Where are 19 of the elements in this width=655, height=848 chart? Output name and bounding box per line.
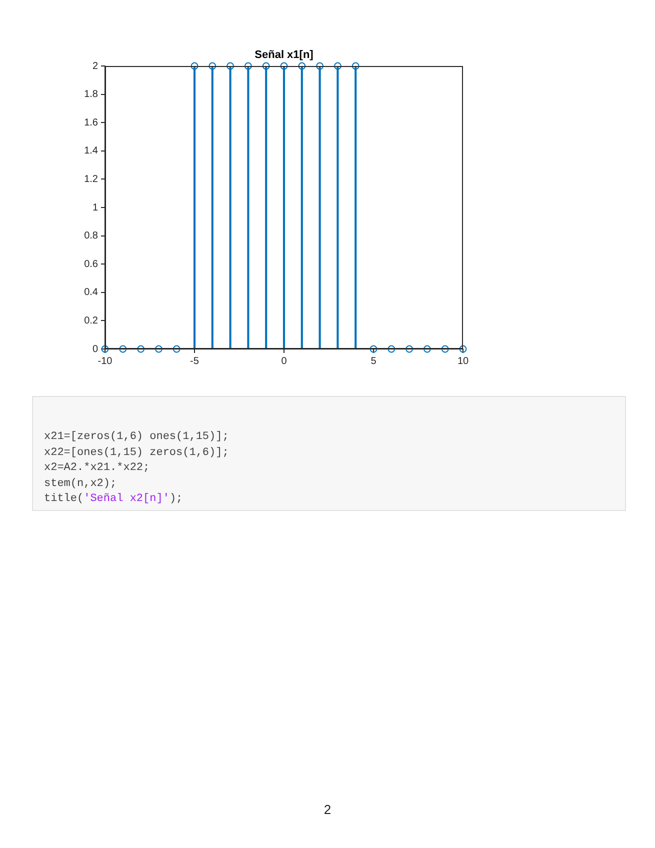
chart-title: Señal x1[n] (254, 49, 314, 61)
x-tick-label: 0 (281, 356, 288, 367)
y-tick-label: 1.8 (84, 89, 98, 100)
x-tick-label: 10 (457, 356, 469, 367)
code-panel: x21=[zeros(1,6) ones(1,15)]; x22=[ones(1,15) zeros(1,6)]; x2=A2.*x21.*x22; stem(n,x2); title('Señal x2[n]'); (32, 396, 626, 511)
x-tick-label: -10 (98, 356, 113, 367)
y-tick-label: 0.6 (84, 258, 98, 270)
x-tick-label: -5 (190, 356, 200, 367)
y-tick-label: 1.6 (84, 117, 98, 128)
y-tick-label: 0.4 (84, 287, 98, 298)
y-tick-label: 0 (92, 344, 98, 355)
y-tick-label: 0.2 (84, 315, 98, 326)
x-tick-label: 5 (370, 356, 377, 367)
text: 2 (322, 802, 332, 817)
y-tick-label: 1.2 (84, 174, 98, 185)
y-tick-label: 0.8 (84, 230, 98, 242)
y-tick-label: 2 (92, 60, 98, 72)
y-tick-label: 1 (92, 202, 98, 214)
y-tick-label: 1.4 (84, 146, 98, 157)
